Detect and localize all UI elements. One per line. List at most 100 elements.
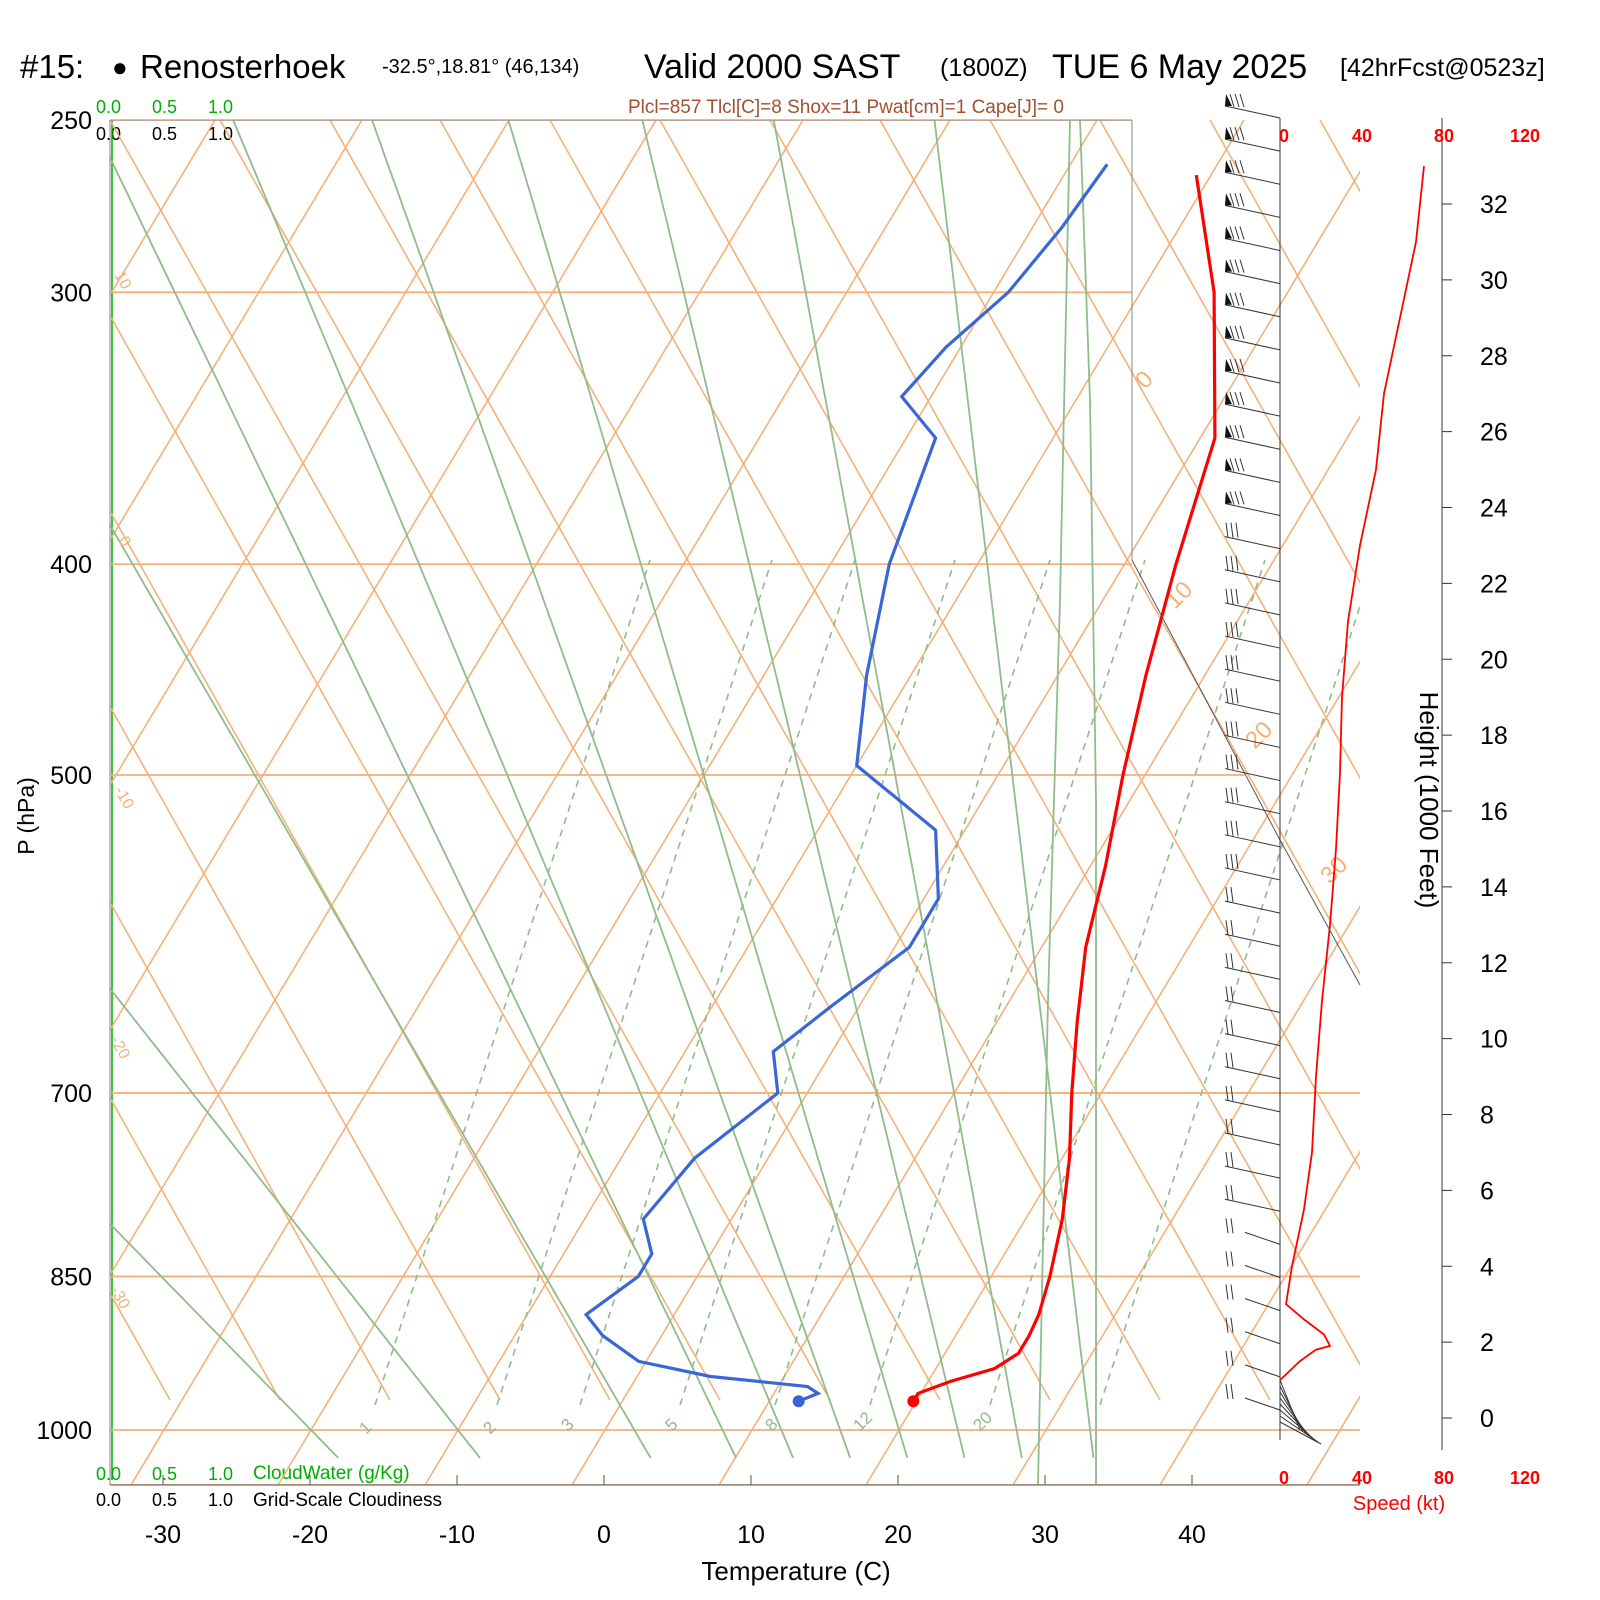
wind-barb-staff [1224, 701, 1281, 715]
wind-barb-feather [1230, 1118, 1234, 1135]
isotherm-line [571, 170, 1360, 1485]
moist-adiabat-line [110, 1222, 339, 1459]
wind-barb-feather [1229, 358, 1235, 373]
speed-tick-label: 120 [1510, 1468, 1540, 1488]
wind-barb-feather [1229, 425, 1235, 439]
height-tick-label: 16 [1480, 798, 1508, 826]
wind-barb-feather [1230, 1152, 1234, 1168]
wind-barb-feather [1229, 259, 1235, 273]
isotherm-line [1454, 120, 1600, 1485]
wind-barb-feather [1225, 1317, 1229, 1333]
moist-adiabat-line [110, 987, 481, 1459]
height-tick-label: 8 [1480, 1102, 1494, 1130]
wind-barb-feather [1234, 259, 1240, 273]
temperature-tick-label: -30 [145, 1521, 181, 1549]
adiabat-line [110, 1096, 281, 1401]
height-axis-label: Height (1000 Feet) [1414, 692, 1444, 909]
adiabat-line [659, 120, 1360, 1367]
barb-boundary-line [1131, 559, 1361, 986]
wind-barb-staff [1244, 1231, 1281, 1245]
wind-barb-feather [1225, 853, 1229, 870]
moist-adiabat-line [110, 155, 737, 1459]
mixing-ratio-line [679, 559, 956, 1406]
pressure-tick-label: 500 [50, 762, 92, 790]
adiabat-line [769, 120, 1360, 1171]
adiabat-line [439, 120, 1161, 1401]
wind-barb-feather [1230, 986, 1234, 1002]
temperature-tick-label: 40 [1178, 1521, 1206, 1549]
wind-barb-feather [1235, 853, 1239, 870]
adiabat-line [879, 120, 1360, 975]
wind-barb-staff [1224, 436, 1281, 450]
wind-barb-staff [1224, 1132, 1281, 1146]
speed-tick-label: 120 [1510, 126, 1540, 146]
isotherm-label: -10 [111, 784, 137, 813]
mixing-ratio-line [496, 559, 773, 1406]
height-tick-label: 32 [1480, 191, 1508, 219]
wind-barb-feather [1235, 787, 1239, 803]
wind-barb-feather [1225, 787, 1229, 803]
isotherm-line [1306, 1395, 1360, 1485]
speed-tick-label: 80 [1434, 1468, 1454, 1488]
speed-tick-label: 0 [1279, 1468, 1289, 1488]
isotherm-line [865, 660, 1360, 1485]
pressure-tick-label: 250 [50, 107, 92, 135]
wind-barb-feather [1229, 491, 1235, 505]
wind-barb-staff [1224, 635, 1281, 649]
wind-barb-pennant [1225, 226, 1232, 239]
temperature-tick-label: -10 [439, 1521, 475, 1549]
dewpoint-line [583, 163, 1109, 1403]
wind-barb-staff [1224, 370, 1281, 384]
wind-barb-staff [1244, 1298, 1281, 1312]
wind-barb-staff [1244, 1265, 1281, 1278]
wind-barb-feather [1239, 126, 1245, 141]
wind-barb-feather [1230, 588, 1234, 604]
station-marker: ● [112, 52, 128, 82]
wind-barb-feather [1230, 787, 1234, 803]
wind-barb-staff [1244, 1364, 1281, 1378]
wind-barb-pennant [1225, 491, 1232, 504]
wind-barb-staff [1224, 966, 1281, 980]
wind-barb-feather [1230, 1052, 1234, 1068]
valid-date: TUE 6 May 2025 [1052, 48, 1307, 86]
wind-barb-feather [1234, 458, 1240, 472]
adiabat-line [1209, 120, 1360, 389]
wind-barb-feather [1234, 358, 1240, 373]
height-tick-label: 2 [1480, 1329, 1494, 1357]
adiabat-line [329, 120, 1051, 1401]
speed-tick-label: 40 [1352, 1468, 1372, 1488]
wind-barb-feather [1239, 491, 1245, 505]
surface-temperature-point [907, 1395, 920, 1408]
isotherm-line [277, 120, 1098, 1485]
wind-barb-staff [1224, 1165, 1281, 1179]
wind-barb-pennant [1225, 259, 1232, 272]
wind-barb-feather [1229, 458, 1235, 472]
cloud-black-tick: 0.5 [152, 124, 177, 144]
height-tick-label: 12 [1480, 950, 1508, 978]
wind-barb-feather [1234, 425, 1240, 439]
isotherm-label: 10 [111, 269, 135, 293]
wind-barb-feather [1225, 721, 1229, 737]
wind-barb-feather [1225, 754, 1229, 770]
wind-barb-staff [1224, 536, 1281, 550]
wind-barb-staff [1224, 1033, 1281, 1047]
wind-barb-staff [1224, 304, 1281, 318]
mixing-ratio-line [1099, 603, 1360, 1406]
wind-barb-staff [1224, 1066, 1281, 1080]
wind-barb-staff [1224, 105, 1281, 119]
wind-barb-feather [1235, 555, 1239, 571]
wind-barb-feather [1234, 226, 1240, 240]
isotherm-line [110, 120, 657, 1032]
sounding-profiles [583, 163, 1217, 1408]
pressure-tick-label: 700 [50, 1080, 92, 1108]
wind-barb-pennant [1225, 292, 1232, 305]
wind-barb-feather [1230, 920, 1234, 936]
wind-barb-feather [1239, 292, 1245, 306]
isotherm-line [1159, 1150, 1360, 1485]
wind-barb-feather [1230, 1218, 1234, 1234]
wind-barb-staff [1224, 602, 1281, 616]
wind-barb-pennant [1225, 458, 1232, 471]
mixing-ratio-line [579, 559, 856, 1406]
wind-barb-feather [1225, 688, 1229, 704]
